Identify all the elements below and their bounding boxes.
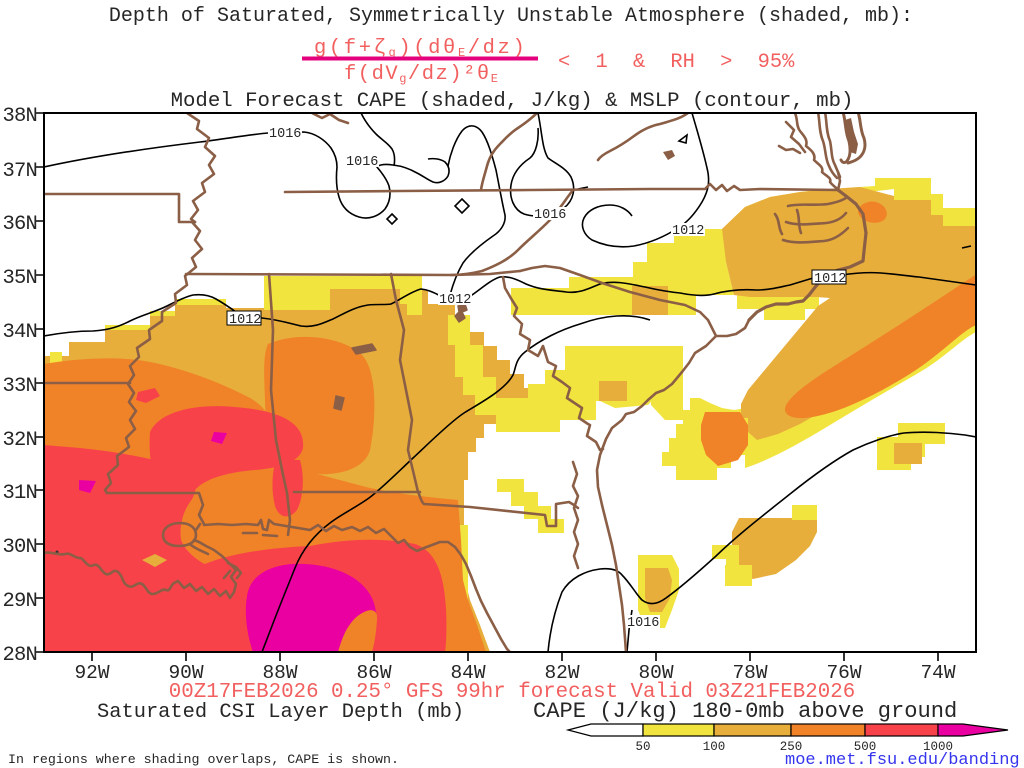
svg-text:Depth of Saturated, Symmetrica: Depth of Saturated, Symmetrically Unstab… — [109, 5, 913, 28]
svg-text:29N: 29N — [2, 590, 37, 613]
svg-text:f(dVg/dz)²θE: f(dVg/dz)²θE — [344, 63, 499, 86]
svg-text:< 1 & RH > 95%: < 1 & RH > 95% — [558, 51, 795, 74]
svg-text:76W: 76W — [826, 662, 861, 684]
svg-text:37N: 37N — [2, 160, 37, 183]
svg-text:CAPE (J/kg) 180-0mb above grou: CAPE (J/kg) 180-0mb above ground — [533, 699, 957, 724]
svg-text:88W: 88W — [262, 662, 297, 684]
svg-text:1012: 1012 — [229, 313, 261, 328]
svg-text:84W: 84W — [450, 662, 485, 684]
svg-text:28N: 28N — [2, 644, 37, 667]
svg-text:86W: 86W — [356, 662, 391, 684]
svg-text:90W: 90W — [168, 662, 203, 684]
svg-text:38N: 38N — [2, 105, 37, 128]
svg-text:Model Forecast CAPE (shaded, J: Model Forecast CAPE (shaded, J/kg) & MSL… — [171, 90, 854, 113]
svg-text:92W: 92W — [74, 662, 109, 684]
svg-text:g(f+ζg)(dθE/dz): g(f+ζg)(dθE/dz) — [314, 37, 527, 60]
svg-text:82W: 82W — [544, 662, 579, 684]
svg-text:1000: 1000 — [923, 740, 953, 754]
svg-text:1012: 1012 — [672, 224, 704, 239]
svg-text:Saturated CSI Layer Depth (mb): Saturated CSI Layer Depth (mb) — [97, 701, 464, 724]
svg-text:50: 50 — [635, 740, 650, 754]
svg-text:500: 500 — [854, 740, 877, 754]
svg-text:moe.met.fsu.edu/banding: moe.met.fsu.edu/banding — [785, 751, 1020, 768]
svg-text:31N: 31N — [2, 482, 37, 505]
svg-text:80W: 80W — [638, 662, 673, 684]
svg-text:1016: 1016 — [346, 155, 378, 170]
svg-text:00Z17FEB2026 0.25° GFS 99hr fo: 00Z17FEB2026 0.25° GFS 99hr forecast Val… — [169, 681, 855, 704]
svg-text:1016: 1016 — [627, 616, 659, 631]
svg-text:36N: 36N — [2, 213, 37, 236]
svg-text:1012: 1012 — [814, 272, 846, 287]
svg-text:1016: 1016 — [269, 127, 301, 142]
svg-text:250: 250 — [780, 740, 803, 754]
svg-text:35N: 35N — [2, 267, 37, 290]
svg-text:1016: 1016 — [534, 208, 566, 223]
svg-text:30N: 30N — [2, 536, 37, 559]
svg-text:In regions where shading overl: In regions where shading overlaps, CAPE … — [8, 752, 399, 767]
svg-text:78W: 78W — [732, 662, 767, 684]
svg-text:100: 100 — [703, 740, 726, 754]
svg-text:33N: 33N — [2, 375, 37, 398]
svg-text:34N: 34N — [2, 321, 37, 344]
svg-text:1012: 1012 — [439, 293, 471, 308]
svg-text:74W: 74W — [920, 662, 955, 684]
svg-text:32N: 32N — [2, 429, 37, 452]
